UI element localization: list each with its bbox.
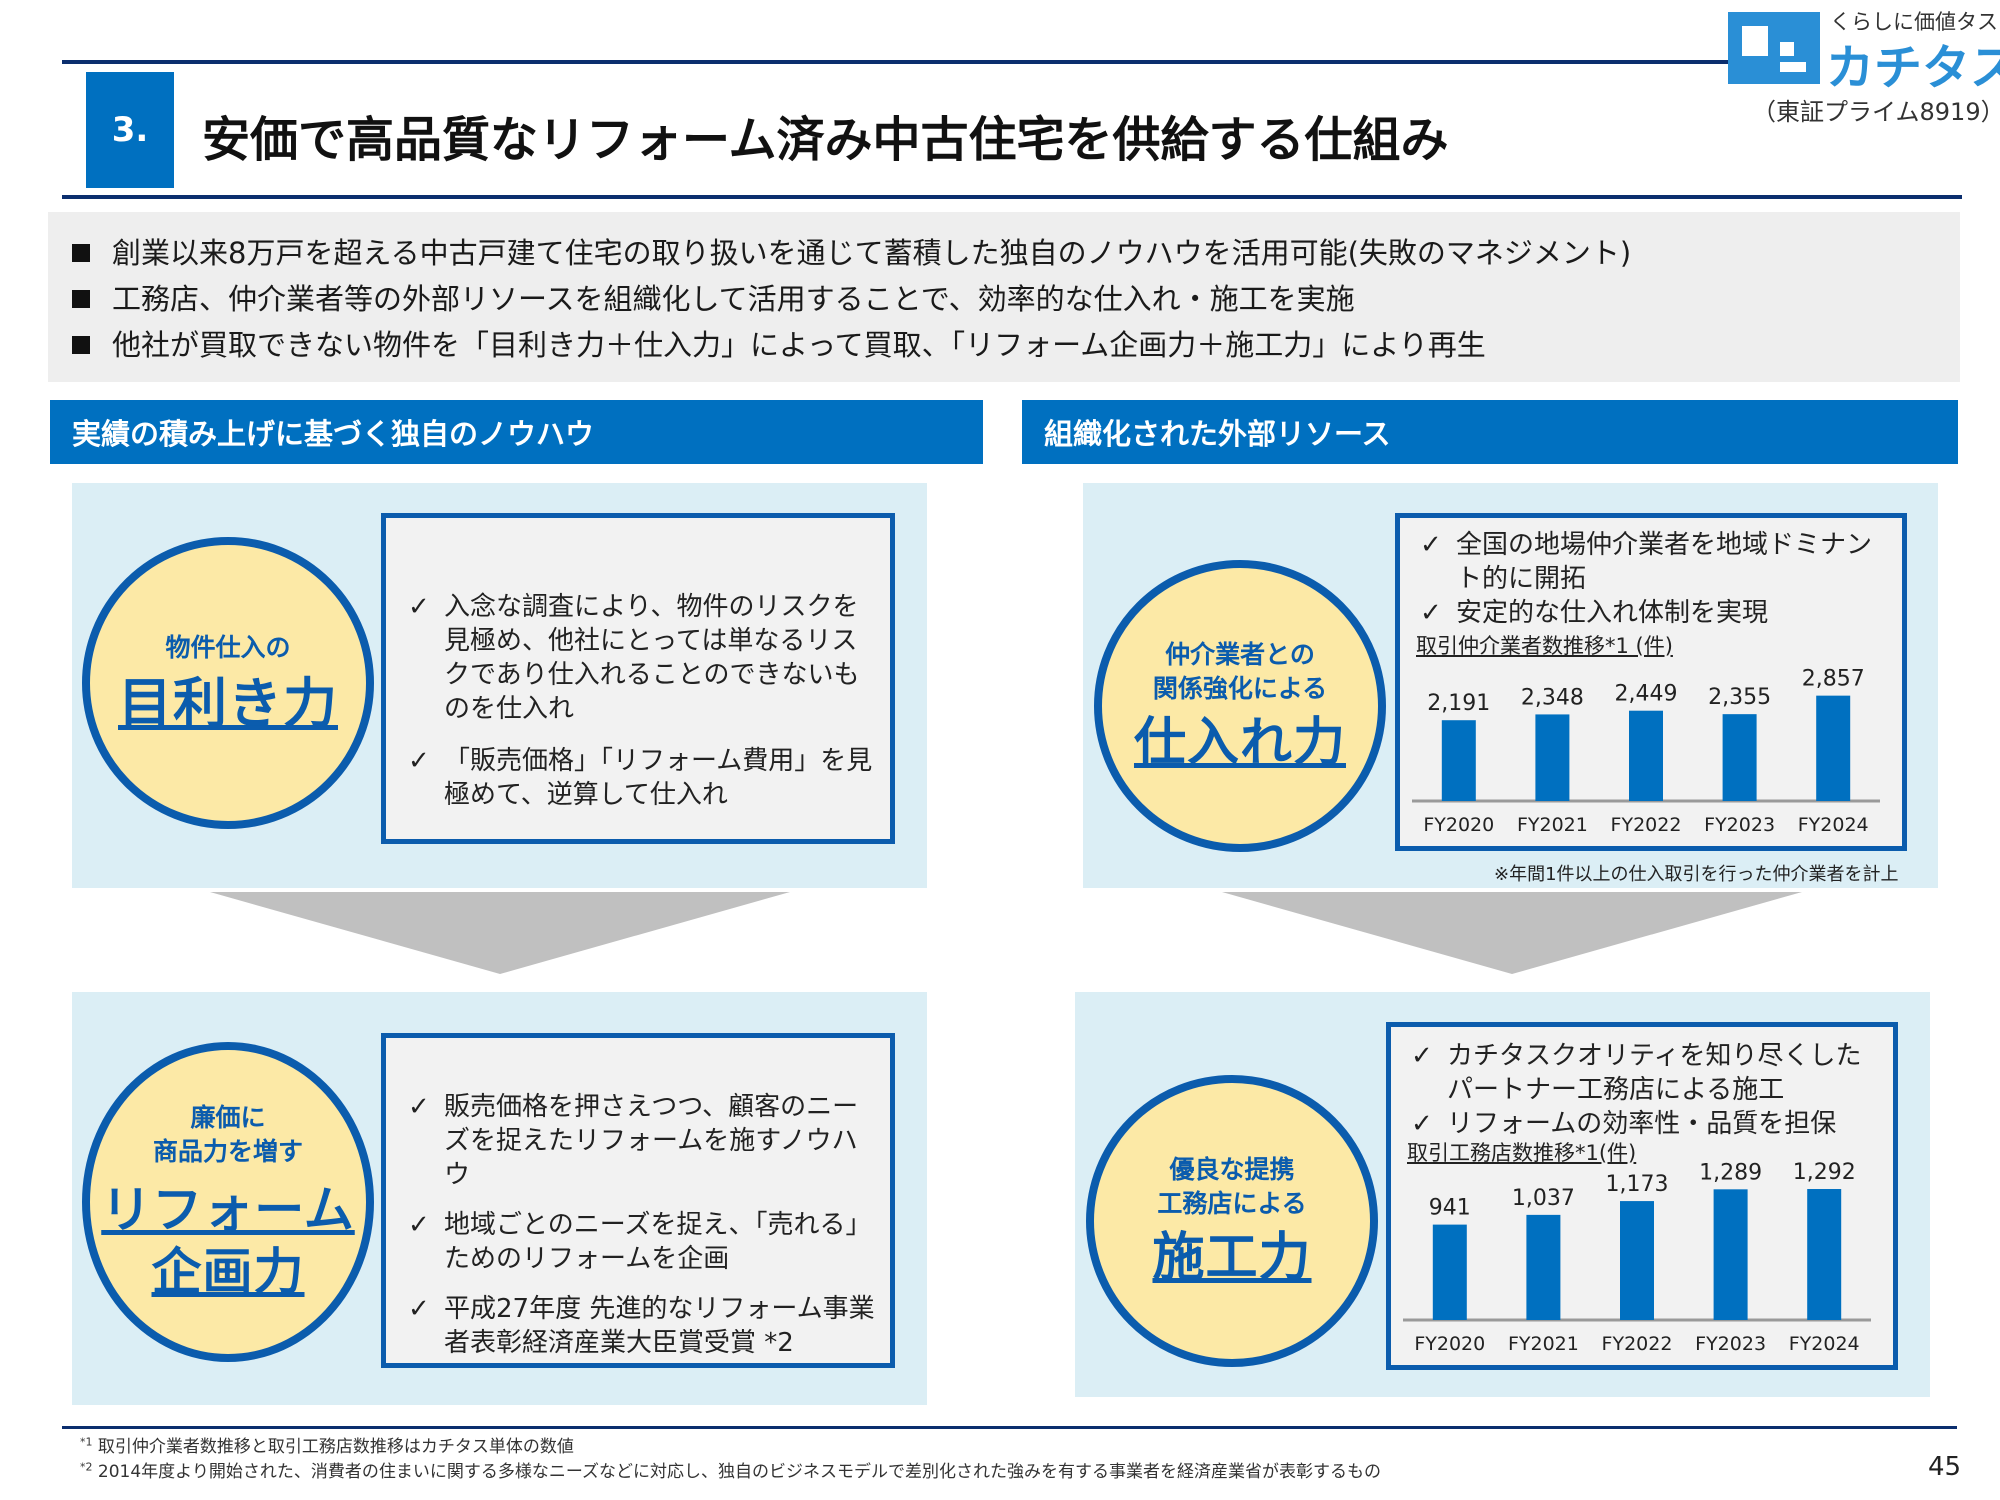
check-item: 全国の地場仲介業者を地域ドミナント的に開拓 [1420, 528, 1890, 596]
right-section-header: 組織化された外部リソース [1022, 400, 1958, 464]
chart-bar [1713, 1189, 1748, 1320]
summary-box: 創業以来8万戸を超える中古戸建て住宅の取り扱いを通じて蓄積した独自のノウハウを活… [48, 212, 1960, 382]
chart-value-label: 1,292 [1793, 1160, 1856, 1185]
square-bullet-icon [72, 244, 90, 262]
circle-title: 施工力 [1152, 1228, 1312, 1288]
katitas-logo-icon [1728, 12, 1820, 84]
left-section-header: 実績の積み上げに基づく独自のノウハウ [50, 400, 983, 464]
check-item: 販売価格を押さえつつ、顧客のニーズを捉えたリフォームを施すノウハウ [408, 1090, 878, 1192]
reform-planning-circle: 廉価に 商品力を増す リフォーム 企画力 [82, 1042, 374, 1362]
summary-bullet: 創業以来8万戸を超える中古戸建て住宅の取り扱いを通じて蓄積した独自のノウハウを活… [72, 230, 1631, 276]
chart-title: 取引仲介業者数推移*1 (件) [1416, 634, 1673, 658]
down-arrow-left [210, 892, 790, 974]
down-arrow-right [1222, 892, 1802, 974]
circle-title: リフォーム [101, 1181, 355, 1239]
shiire-circle: 仲介業者との 関係強化による 仕入れ力 [1094, 560, 1386, 852]
circle-subtitle: 優良な提携 [1169, 1155, 1295, 1184]
check-item: 安定的な仕入れ体制を実現 [1420, 596, 1890, 630]
chart-value-label: 2,348 [1521, 685, 1584, 710]
square-bullet-icon [72, 336, 90, 354]
page-number: 45 [1928, 1452, 1962, 1482]
chart-category-label: FY2022 [1611, 814, 1682, 836]
summary-bullet: 他社が買取できない物件を「目利き力＋仕入力」によって買取、「リフォーム企画力＋施… [72, 322, 1631, 368]
left-bottom-points: 販売価格を押さえつつ、顧客のニーズを捉えたリフォームを施すノウハウ 地域ごとのニ… [408, 1090, 878, 1360]
check-item: 地域ごとのニーズを捉え、「売れる」ためのリフォームを企画 [408, 1208, 878, 1276]
chart-bar [1620, 1201, 1654, 1320]
right-bottom-card: カチタスクオリティを知り尽くしたパートナー工務店による施工 リフォームの効率性・… [1386, 1022, 1898, 1370]
chart-category-label: FY2023 [1704, 814, 1775, 836]
circle-subtitle: 関係強化による [1152, 674, 1328, 703]
chart-brokers: 2,191 FY2020 2,348 FY2021 2,449 FY2022 2,355 FY… [1412, 667, 1880, 836]
chart-title: 取引工務店数推移*1(件) [1407, 1141, 1637, 1165]
check-item: 「販売価格」「リフォーム費用」を見極めて、逆算して仕入れ [408, 744, 878, 812]
circle-subtitle: 工務店による [1157, 1189, 1307, 1218]
right-top-card: 全国の地場仲介業者を地域ドミナント的に開拓 安定的な仕入れ体制を実現 取引仲介業… [1395, 513, 1907, 851]
chart-category-label: FY2020 [1414, 1333, 1485, 1355]
sekou-circle: 優良な提携 工務店による 施工力 [1086, 1075, 1378, 1367]
left-top-card: 入念な調査により、物件のリスクを見極め、他社にとっては単なるリスクであり仕入れる… [381, 513, 895, 844]
right-bottom-points: カチタスクオリティを知り尽くしたパートナー工務店による施工 リフォームの効率性・… [1411, 1039, 1881, 1141]
mekiki-circle: 物件仕入の 目利き力 [82, 537, 374, 829]
chart-category-label: FY2023 [1695, 1333, 1766, 1355]
check-item: リフォームの効率性・品質を担保 [1411, 1107, 1881, 1141]
chart-value-label: 941 [1429, 1196, 1471, 1221]
circle-subtitle: 廉価に [190, 1103, 266, 1132]
chart-bar [1441, 720, 1476, 801]
chart-bar [1535, 714, 1570, 801]
check-item: カチタスクオリティを知り尽くしたパートナー工務店による施工 [1411, 1039, 1881, 1107]
chart-value-label: 2,191 [1427, 691, 1490, 716]
circle-subtitle: 商品力を増す [152, 1137, 303, 1166]
chart-contractors: 941 FY2020 1,037 FY2021 1,173 FY2022 1,289 FY20… [1403, 1160, 1871, 1355]
chart-value-label: 1,289 [1699, 1160, 1762, 1185]
square-bullet-icon [72, 290, 90, 308]
chart-value-label: 2,355 [1708, 685, 1771, 710]
circle-subtitle: 仲介業者との [1165, 640, 1315, 669]
circle-title: 企画力 [151, 1243, 305, 1301]
chart-value-label: 1,037 [1512, 1186, 1575, 1211]
chart-value-label: 2,857 [1802, 667, 1865, 692]
page-title: 安価で高品質なリフォーム済み中古住宅を供給する仕組み [202, 112, 1449, 168]
section-number: 3. [86, 72, 174, 188]
footer-rule [62, 1426, 1957, 1429]
logo-name: カチタス [1826, 40, 2000, 96]
chart-category-label: FY2024 [1789, 1333, 1860, 1355]
chart-category-label: FY2020 [1423, 814, 1494, 836]
chart-bar [1526, 1214, 1561, 1320]
summary-bullet: 工務店、仲介業者等の外部リソースを組織化して活用することで、効率的な仕入れ・施工… [72, 276, 1631, 322]
header-top-rule [62, 60, 1730, 64]
circle-subtitle: 物件仕入の [165, 633, 291, 662]
logo-exchange: （東証プライム8919） [1752, 98, 2000, 126]
circle-title: 目利き力 [118, 672, 338, 735]
chart-footnote: ※年間1件以上の仕入取引を行った仲介業者を計上 [1494, 864, 1899, 885]
chart-bar [1432, 1224, 1467, 1320]
chart-bar [1629, 710, 1663, 801]
chart-value-label: 2,449 [1615, 682, 1678, 707]
header-title-rule [62, 195, 1962, 199]
chart-bar [1722, 714, 1757, 801]
check-item: 平成27年度 先進的なリフォーム事業者表彰経済産業大臣賞受賞 *2 [408, 1292, 878, 1360]
chart-bar [1816, 695, 1851, 801]
logo-tagline: くらしに価値タス [1830, 10, 1998, 34]
left-top-points: 入念な調査により、物件のリスクを見極め、他社にとっては単なるリスクであり仕入れる… [408, 590, 878, 812]
chart-category-label: FY2021 [1517, 814, 1588, 836]
chart-value-label: 1,173 [1606, 1172, 1669, 1197]
chart-category-label: FY2022 [1602, 1333, 1673, 1355]
circle-title: 仕入れ力 [1133, 713, 1346, 773]
left-bottom-card: 販売価格を押さえつつ、顧客のニーズを捉えたリフォームを施すノウハウ 地域ごとのニ… [381, 1033, 895, 1368]
footnote-2: *2 2014年度より開始された、消費者の住まいに関する多様なニーズなどに対応し… [80, 1460, 1381, 1482]
check-item: 入念な調査により、物件のリスクを見極め、他社にとっては単なるリスクであり仕入れる… [408, 590, 878, 726]
chart-category-label: FY2024 [1798, 814, 1869, 836]
chart-bar [1807, 1189, 1842, 1320]
summary-list: 創業以来8万戸を超える中古戸建て住宅の取り扱いを通じて蓄積した独自のノウハウを活… [72, 230, 1631, 368]
footnote-1: *1 取引仲介業者数推移と取引工務店数推移はカチタス単体の数値 [80, 1435, 574, 1457]
chart-category-label: FY2021 [1508, 1333, 1579, 1355]
right-top-points: 全国の地場仲介業者を地域ドミナント的に開拓 安定的な仕入れ体制を実現 [1420, 528, 1890, 630]
